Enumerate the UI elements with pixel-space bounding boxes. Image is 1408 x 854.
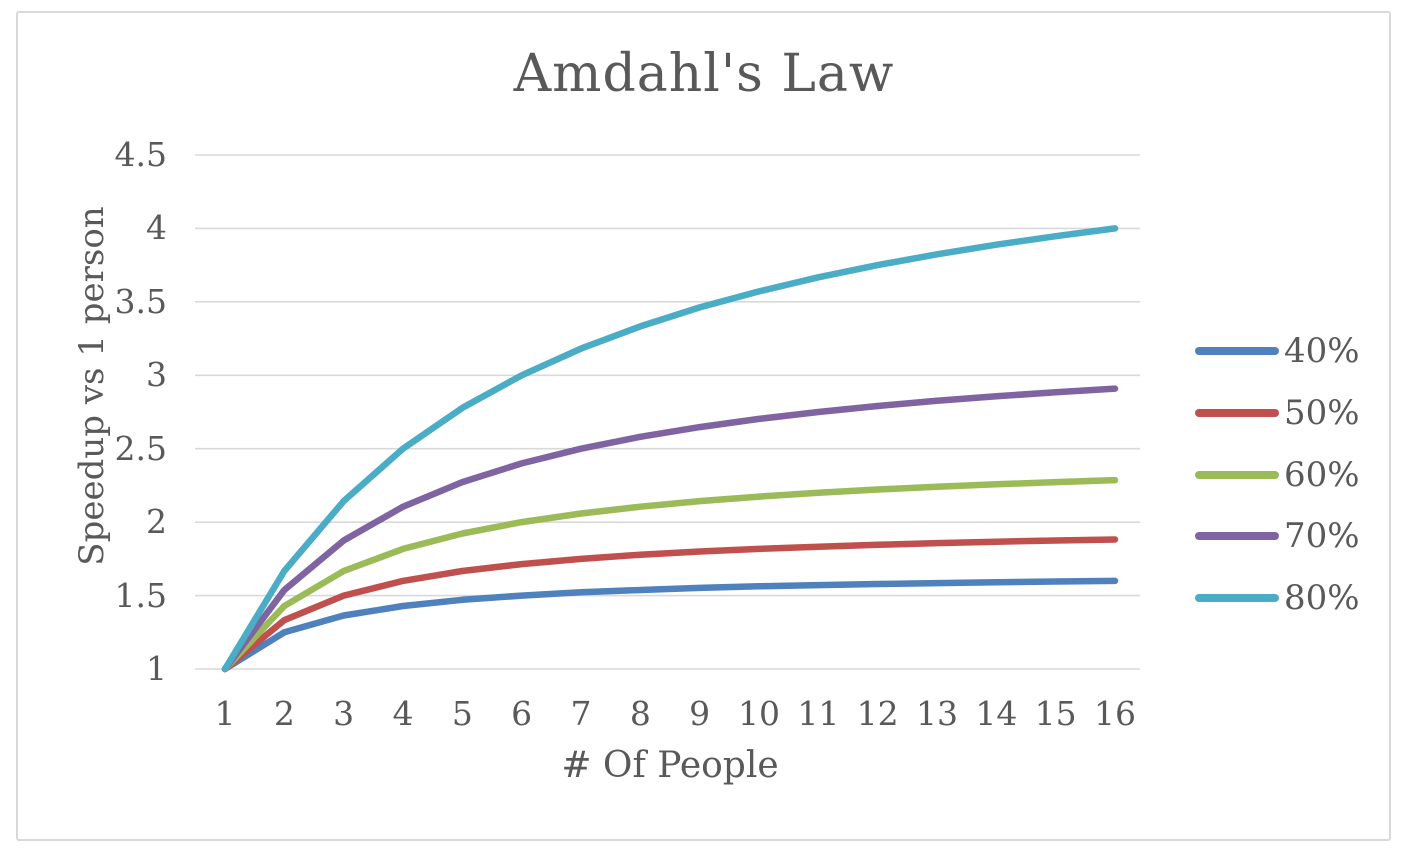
x-tick-label-6: 6 [511,694,533,733]
legend-label-40%: 40% [1284,331,1360,371]
y-tick-label-2.5: 2.5 [114,428,167,468]
chart-title: Amdahl's Law [513,44,895,104]
legend-item-60%: 60% [1195,455,1360,495]
x-tick-label-3: 3 [333,694,355,733]
x-tick-label-15: 15 [1034,694,1077,733]
legend-label-80%: 80% [1284,578,1360,618]
series-line-60% [221,476,1119,673]
x-tick-label-11: 11 [797,694,840,733]
legend-item-80%: 80% [1195,578,1360,618]
y-tick-label-2: 2 [146,502,167,542]
x-tick-label-2: 2 [273,694,295,733]
legend-label-50%: 50% [1284,393,1360,433]
x-tick-label-16: 16 [1094,694,1136,733]
legend-swatch-50% [1195,409,1279,417]
legend-swatch-60% [1195,471,1279,479]
legend-swatch-40% [1195,347,1279,355]
y-tick-label-1.5: 1.5 [114,575,167,615]
y-tick-label-3: 3 [146,355,167,395]
x-tick-label-10: 10 [738,694,780,733]
series-line-70% [221,385,1119,673]
legend-item-50%: 50% [1195,393,1360,433]
series-line-50% [221,536,1119,673]
legend-label-70%: 70% [1284,516,1360,556]
y-tick-label-4.5: 4.5 [114,135,167,174]
x-axis-title: # Of People [561,745,779,786]
x-tick-label-7: 7 [570,694,592,733]
y-tick-label-4: 4 [146,208,167,248]
legend-swatch-80% [1195,594,1279,602]
legend-swatch-70% [1195,532,1279,540]
series-line-40% [221,577,1119,673]
y-tick-label-1: 1 [146,649,167,688]
x-tick-label-13: 13 [916,694,958,733]
x-tick-label-5: 5 [451,694,473,733]
x-tick-label-9: 9 [689,694,711,733]
y-tick-label-3.5: 3.5 [114,281,167,321]
x-tick-label-14: 14 [975,694,1018,733]
legend-item-70%: 70% [1195,516,1360,556]
series-line-80% [221,225,1119,673]
x-tick-label-12: 12 [856,694,899,733]
legend-item-40%: 40% [1195,331,1360,371]
x-tick-label-1: 1 [214,694,236,733]
x-tick-label-4: 4 [392,694,414,733]
legend-label-60%: 60% [1284,455,1360,495]
x-tick-label-8: 8 [629,694,651,733]
